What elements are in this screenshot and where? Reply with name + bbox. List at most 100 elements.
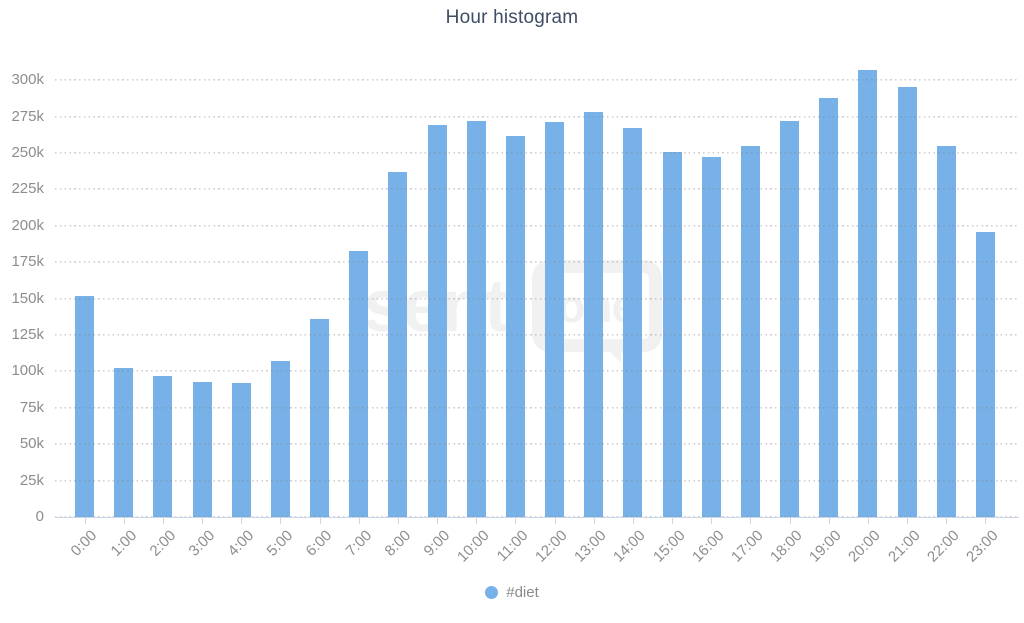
gridline-150k [55,297,1019,300]
bar-9:00[interactable] [427,125,447,517]
x-axis-label: 7:00 [342,527,375,560]
bar-16:00[interactable] [701,157,721,517]
x-axis-label: 15:00 [649,527,689,566]
x-axis-label: 21:00 [884,527,924,566]
bar-6:00[interactable] [310,319,330,517]
bar-14:00[interactable] [623,128,643,517]
bar-21:00[interactable] [897,87,917,517]
bar-11:00[interactable] [505,136,525,517]
bar-23:00[interactable] [975,232,995,517]
bar-17:00[interactable] [740,146,760,517]
x-axis-label: 20:00 [845,527,884,566]
legend-item-diet[interactable]: #diet [0,584,1024,601]
x-axis-label: 23:00 [962,527,1002,566]
legend-label: #diet [506,584,539,601]
bar-0:00[interactable] [75,296,95,517]
bar-8:00[interactable] [388,172,408,517]
x-tick-17:00 [750,518,752,524]
bar-series [65,0,1005,517]
gridline-250k [55,152,1019,154]
bar-5:00[interactable] [270,361,290,517]
y-axis-label: 125k [11,326,44,343]
x-tick-0:00 [84,518,86,524]
gridline-50k [55,443,1019,446]
bar-19:00[interactable] [819,98,839,517]
y-axis-label: 75k [19,398,44,416]
x-tick-20:00 [867,518,869,524]
x-axis-label: 0:00 [67,527,101,560]
x-tick-19:00 [828,518,830,524]
gridline-225k [55,188,1019,191]
bar-22:00[interactable] [936,146,956,517]
bar-1:00[interactable] [114,368,134,517]
bar-4:00[interactable] [231,383,251,517]
bar-10:00[interactable] [466,121,486,517]
y-axis-label: 275k [11,107,44,125]
legend-marker-icon [485,586,499,599]
gridline-275k [55,115,1019,118]
x-tick-10:00 [476,518,478,524]
x-axis-label: 9:00 [420,527,454,560]
y-axis-label: 50k [19,435,44,453]
bar-13:00[interactable] [584,112,604,517]
x-axis-label: 14:00 [610,527,649,566]
x-axis-label: 4:00 [224,527,258,560]
x-axis-label: 1:00 [107,527,140,560]
x-axis-label: 18:00 [767,527,806,566]
gridline-125k [55,334,1019,336]
x-tick-6:00 [319,518,321,524]
x-tick-14:00 [632,518,634,524]
x-axis-label: 6:00 [302,527,336,560]
bar-15:00[interactable] [662,152,682,517]
gridline-175k [55,261,1019,264]
x-axis-label: 17:00 [727,527,767,566]
bar-12:00[interactable] [545,122,565,517]
y-axis-label: 25k [19,471,44,489]
x-tick-4:00 [241,518,243,524]
x-tick-3:00 [202,518,204,524]
y-axis-label: 100k [11,362,44,380]
x-axis-label: 8:00 [381,527,414,560]
gridline-200k [55,224,1019,227]
x-tick-1:00 [123,518,125,524]
y-axis-label: 300k [11,71,44,89]
x-axis-label: 5:00 [263,527,297,560]
gridline-75k [55,406,1019,409]
x-tick-9:00 [437,518,439,524]
x-axis-label: 3:00 [185,527,219,560]
x-axis-label: 11:00 [493,527,532,565]
x-tick-21:00 [907,518,909,524]
bar-20:00[interactable] [858,70,878,517]
y-axis-label: 225k [11,180,44,198]
x-tick-2:00 [162,518,164,524]
gridline-100k [55,370,1019,373]
y-axis-label: 150k [11,289,44,307]
x-tick-23:00 [985,518,987,524]
bar-7:00[interactable] [349,251,369,517]
bar-2:00[interactable] [153,376,173,517]
x-tick-15:00 [672,518,674,524]
y-axis-label: 250k [11,144,44,161]
y-axis-label: 0 [35,508,44,525]
x-axis-label: 2:00 [146,527,179,560]
x-tick-7:00 [358,518,360,524]
y-axis-label: 175k [11,253,44,271]
x-tick-22:00 [946,518,948,524]
gridline-300k [55,79,1019,82]
x-tick-12:00 [554,518,556,524]
x-tick-16:00 [711,518,713,524]
y-axis-label: 200k [11,216,44,234]
gridline-25k [55,479,1019,482]
x-axis-label: 10:00 [453,527,493,566]
x-axis-label: 13:00 [571,527,610,566]
x-axis-label: 22:00 [923,527,963,566]
bar-18:00[interactable] [780,121,800,517]
x-tick-13:00 [593,518,595,524]
x-axis-line [55,517,1019,518]
x-tick-5:00 [280,518,282,524]
x-tick-8:00 [397,518,399,524]
bar-3:00[interactable] [192,382,212,517]
x-tick-18:00 [789,518,791,524]
x-axis-label: 19:00 [806,527,845,566]
